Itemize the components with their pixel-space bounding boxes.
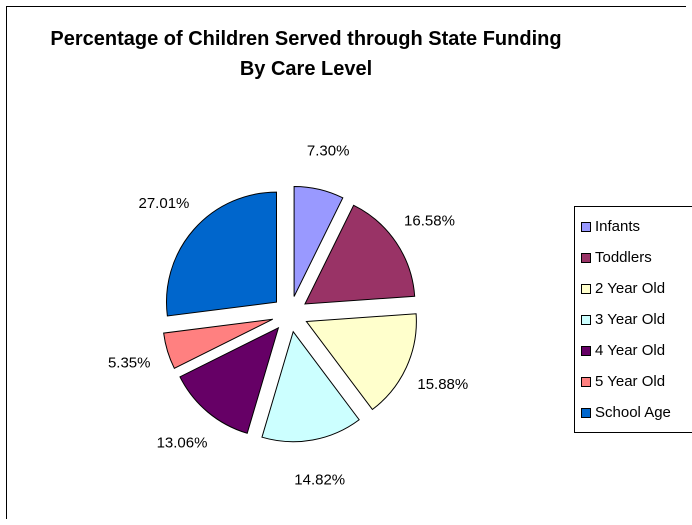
legend-label: 5 Year Old — [595, 373, 666, 390]
pie-slice-2-year-old — [305, 313, 417, 411]
legend-label: School Age — [595, 404, 671, 421]
legend-item-school-age: School Age — [581, 397, 692, 428]
legend-swatch — [581, 283, 591, 294]
data-label-2-year-old: 15.88% — [417, 376, 468, 393]
pie-slice-infants — [293, 185, 344, 297]
pie-slice-5-year-old — [163, 318, 273, 369]
legend-label: 3 Year Old — [595, 311, 666, 328]
legend-item-4-year-old: 4 Year Old — [581, 335, 692, 366]
legend: Infants Toddlers 2 Year Old 3 Year Old 4 Yea… — [574, 206, 692, 433]
legend-item-toddlers: Toddlers — [581, 242, 692, 273]
legend-swatch — [581, 345, 591, 356]
data-label-toddlers: 16.58% — [404, 212, 455, 229]
data-label-3-year-old: 14.82% — [294, 471, 345, 488]
pie-slice-toddlers — [304, 204, 416, 305]
legend-item-3-year-old: 3 Year Old — [581, 304, 692, 335]
legend-swatch — [581, 252, 591, 263]
legend-item-infants: Infants — [581, 211, 692, 242]
pie-slice-4-year-old — [179, 326, 280, 434]
pie-slice-3-year-old — [261, 330, 360, 443]
legend-swatch — [581, 376, 591, 387]
data-label-4-year-old: 13.06% — [157, 435, 208, 452]
legend-label: 4 Year Old — [595, 342, 666, 359]
legend-item-5-year-old: 5 Year Old — [581, 366, 692, 397]
legend-label: Infants — [595, 218, 641, 235]
pie-slice-school-age — [166, 191, 277, 317]
legend-swatch — [581, 221, 591, 232]
legend-item-2-year-old: 2 Year Old — [581, 273, 692, 304]
data-label-infants: 7.30% — [307, 142, 350, 159]
data-label-5-year-old: 5.35% — [108, 355, 151, 372]
legend-swatch — [581, 407, 591, 418]
data-label-school-age: 27.01% — [139, 195, 190, 212]
legend-label: Toddlers — [595, 249, 652, 266]
legend-swatch — [581, 314, 591, 325]
legend-label: 2 Year Old — [595, 280, 666, 297]
chart-title: Percentage of Children Served through St… — [50, 28, 562, 80]
